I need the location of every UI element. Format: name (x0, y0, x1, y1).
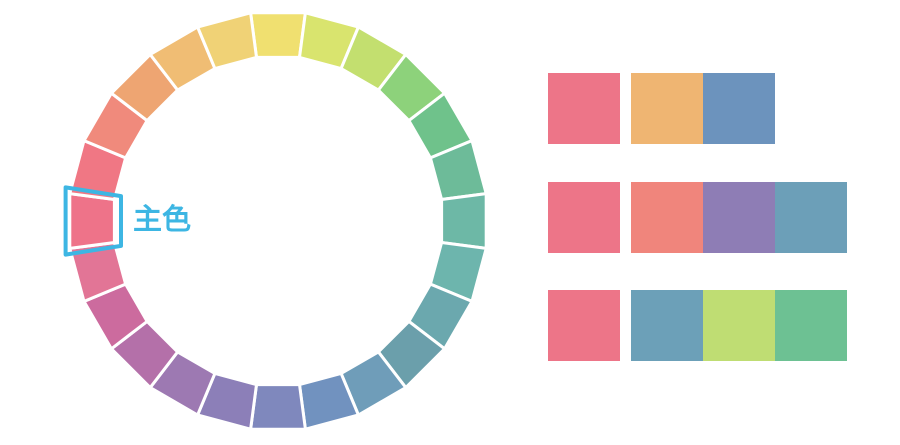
wheel-segment (248, 11, 308, 59)
palette-swatch (775, 290, 847, 361)
palette-swatch (703, 73, 775, 144)
wheel-segment (248, 383, 308, 431)
main-color-label: 主色 (133, 202, 191, 236)
palette-swatch (775, 182, 847, 253)
main-color-highlight (63, 185, 123, 257)
palette-swatch (703, 182, 775, 253)
palettes (548, 73, 847, 361)
palette-swatch (548, 290, 620, 361)
wheel-segment (195, 10, 259, 71)
palette-swatch (548, 73, 620, 144)
palette-swatch (631, 73, 703, 144)
color-wheel (63, 10, 489, 432)
palette-swatch (631, 182, 703, 253)
wheel-segment (440, 191, 488, 251)
palette-swatch (703, 290, 775, 361)
palette-swatch (548, 182, 620, 253)
wheel-segment (68, 191, 116, 251)
palette-swatch (631, 290, 703, 361)
